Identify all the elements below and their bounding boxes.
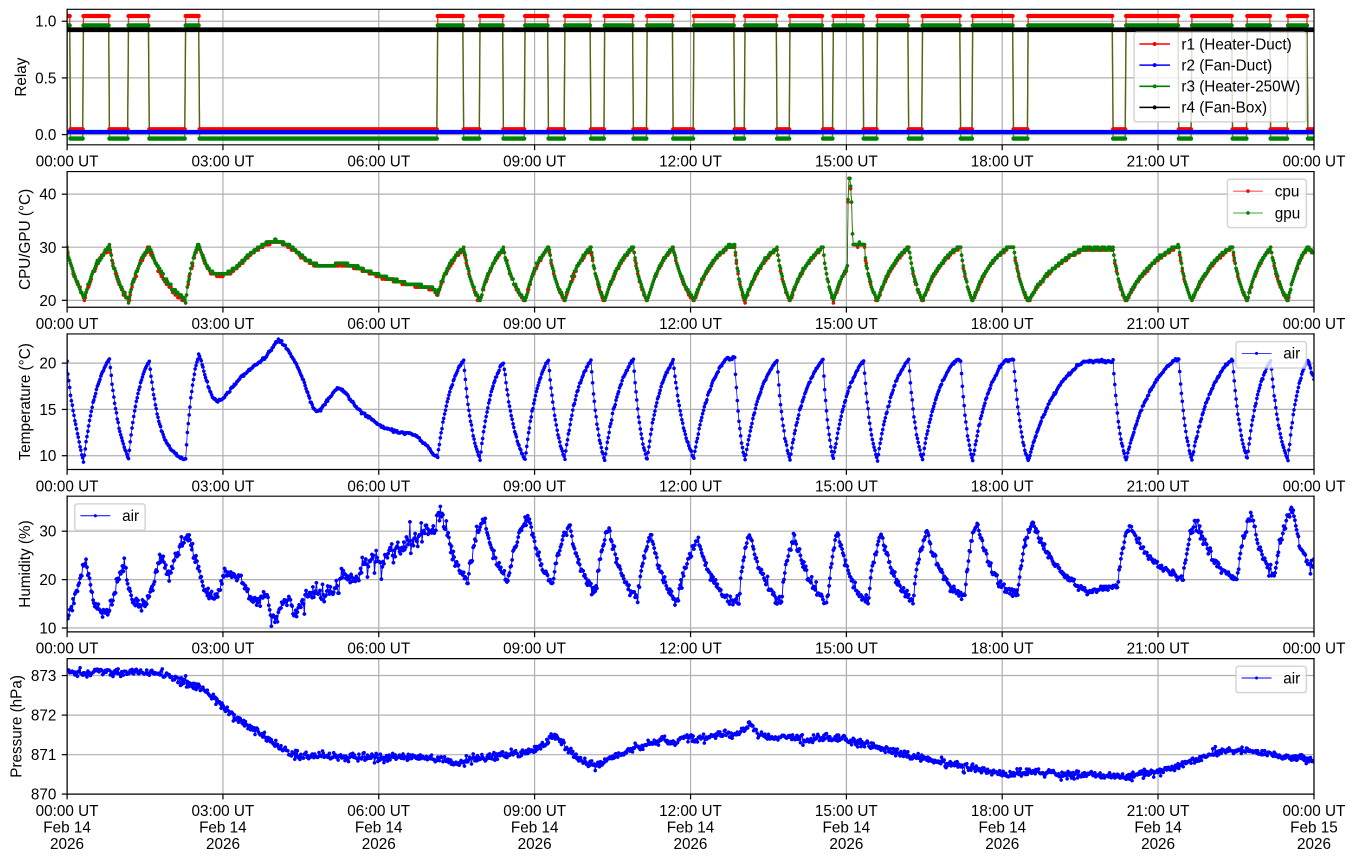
svg-text:2026: 2026 — [206, 836, 240, 853]
svg-text:2026: 2026 — [518, 836, 552, 853]
svg-text:18:00 UT: 18:00 UT — [971, 154, 1034, 171]
svg-text:0.0: 0.0 — [35, 127, 56, 144]
svg-text:Feb 15: Feb 15 — [1290, 819, 1338, 836]
svg-text:10: 10 — [39, 621, 56, 638]
svg-text:00:00 UT: 00:00 UT — [1283, 316, 1346, 333]
svg-text:00:00 UT: 00:00 UT — [1283, 803, 1346, 820]
svg-text:1.0: 1.0 — [35, 14, 56, 31]
svg-text:00:00 UT: 00:00 UT — [1283, 154, 1346, 171]
svg-text:air: air — [1283, 670, 1300, 687]
svg-text:09:00 UT: 09:00 UT — [503, 316, 566, 333]
svg-text:15:00 UT: 15:00 UT — [815, 641, 878, 658]
svg-text:06:00 UT: 06:00 UT — [347, 154, 410, 171]
svg-text:12:00 UT: 12:00 UT — [659, 478, 722, 495]
svg-text:12:00 UT: 12:00 UT — [659, 316, 722, 333]
svg-text:CPU/GPU (°C): CPU/GPU (°C) — [17, 189, 34, 290]
svg-text:18:00 UT: 18:00 UT — [971, 316, 1034, 333]
svg-text:00:00 UT: 00:00 UT — [36, 803, 99, 820]
svg-text:00:00 UT: 00:00 UT — [1283, 478, 1346, 495]
svg-text:2026: 2026 — [829, 836, 863, 853]
svg-text:21:00 UT: 21:00 UT — [1127, 641, 1190, 658]
svg-text:30: 30 — [39, 524, 56, 541]
svg-text:12:00 UT: 12:00 UT — [659, 803, 722, 820]
svg-text:20: 20 — [39, 356, 56, 373]
svg-text:Feb 14: Feb 14 — [667, 819, 715, 836]
svg-text:06:00 UT: 06:00 UT — [347, 641, 410, 658]
svg-text:12:00 UT: 12:00 UT — [659, 154, 722, 171]
svg-text:03:00 UT: 03:00 UT — [192, 478, 255, 495]
svg-text:09:00 UT: 09:00 UT — [503, 803, 566, 820]
svg-text:gpu: gpu — [1275, 205, 1300, 222]
svg-text:06:00 UT: 06:00 UT — [347, 478, 410, 495]
svg-text:873: 873 — [31, 668, 56, 685]
svg-text:00:00 UT: 00:00 UT — [36, 478, 99, 495]
svg-text:Relay: Relay — [13, 57, 30, 96]
svg-text:03:00 UT: 03:00 UT — [191, 803, 254, 820]
svg-text:15:00 UT: 15:00 UT — [815, 316, 878, 333]
svg-text:2026: 2026 — [1141, 836, 1175, 853]
svg-text:03:00 UT: 03:00 UT — [192, 641, 255, 658]
svg-text:Humidity (%): Humidity (%) — [17, 520, 34, 607]
svg-text:18:00 UT: 18:00 UT — [971, 641, 1034, 658]
svg-text:09:00 UT: 09:00 UT — [503, 478, 566, 495]
svg-text:20: 20 — [39, 293, 56, 310]
svg-text:06:00 UT: 06:00 UT — [347, 803, 410, 820]
svg-text:air: air — [122, 508, 139, 525]
svg-text:15: 15 — [39, 402, 56, 419]
svg-text:0.5: 0.5 — [35, 70, 56, 87]
svg-text:12:00 UT: 12:00 UT — [659, 641, 722, 658]
svg-text:03:00 UT: 03:00 UT — [192, 154, 255, 171]
svg-text:21:00 UT: 21:00 UT — [1127, 154, 1190, 171]
svg-text:18:00 UT: 18:00 UT — [971, 478, 1034, 495]
svg-text:21:00 UT: 21:00 UT — [1127, 478, 1190, 495]
svg-text:Feb 14: Feb 14 — [199, 819, 247, 836]
svg-text:Pressure (hPa): Pressure (hPa) — [9, 675, 26, 778]
svg-text:15:00 UT: 15:00 UT — [815, 478, 878, 495]
svg-text:Feb 14: Feb 14 — [1134, 819, 1182, 836]
svg-text:18:00 UT: 18:00 UT — [971, 803, 1034, 820]
svg-text:r3 (Heater-250W): r3 (Heater-250W) — [1181, 79, 1300, 96]
svg-text:air: air — [1283, 346, 1300, 363]
svg-text:00:00 UT: 00:00 UT — [1283, 641, 1346, 658]
svg-text:03:00 UT: 03:00 UT — [192, 316, 255, 333]
svg-text:870: 870 — [31, 787, 56, 804]
svg-text:09:00 UT: 09:00 UT — [503, 154, 566, 171]
svg-text:2026: 2026 — [50, 836, 84, 853]
svg-text:2026: 2026 — [362, 836, 396, 853]
svg-text:872: 872 — [31, 708, 56, 725]
svg-text:r2 (Fan-Duct): r2 (Fan-Duct) — [1181, 57, 1272, 74]
svg-text:09:00 UT: 09:00 UT — [503, 641, 566, 658]
svg-text:00:00 UT: 00:00 UT — [36, 641, 99, 658]
svg-text:Feb 14: Feb 14 — [355, 819, 403, 836]
svg-text:2026: 2026 — [673, 836, 707, 853]
svg-text:10: 10 — [39, 448, 56, 465]
svg-text:15:00 UT: 15:00 UT — [815, 154, 878, 171]
svg-text:cpu: cpu — [1275, 183, 1300, 200]
svg-text:20: 20 — [39, 572, 56, 589]
svg-text:21:00 UT: 21:00 UT — [1127, 803, 1190, 820]
svg-text:r4 (Fan-Box): r4 (Fan-Box) — [1181, 100, 1267, 117]
svg-text:30: 30 — [39, 240, 56, 257]
svg-text:2026: 2026 — [985, 836, 1019, 853]
svg-text:00:00 UT: 00:00 UT — [36, 154, 99, 171]
svg-text:06:00 UT: 06:00 UT — [347, 316, 410, 333]
svg-text:Feb 14: Feb 14 — [511, 819, 559, 836]
svg-text:40: 40 — [39, 187, 56, 204]
svg-text:871: 871 — [31, 747, 56, 764]
svg-text:15:00 UT: 15:00 UT — [815, 803, 878, 820]
svg-text:00:00 UT: 00:00 UT — [36, 316, 99, 333]
svg-text:2026: 2026 — [1297, 836, 1331, 853]
svg-text:Feb 14: Feb 14 — [979, 819, 1027, 836]
svg-text:21:00 UT: 21:00 UT — [1127, 316, 1190, 333]
svg-text:Feb 14: Feb 14 — [43, 819, 91, 836]
svg-text:Temperature (°C): Temperature (°C) — [17, 343, 34, 460]
svg-text:Feb 14: Feb 14 — [823, 819, 871, 836]
svg-text:r1 (Heater-Duct): r1 (Heater-Duct) — [1181, 36, 1291, 53]
